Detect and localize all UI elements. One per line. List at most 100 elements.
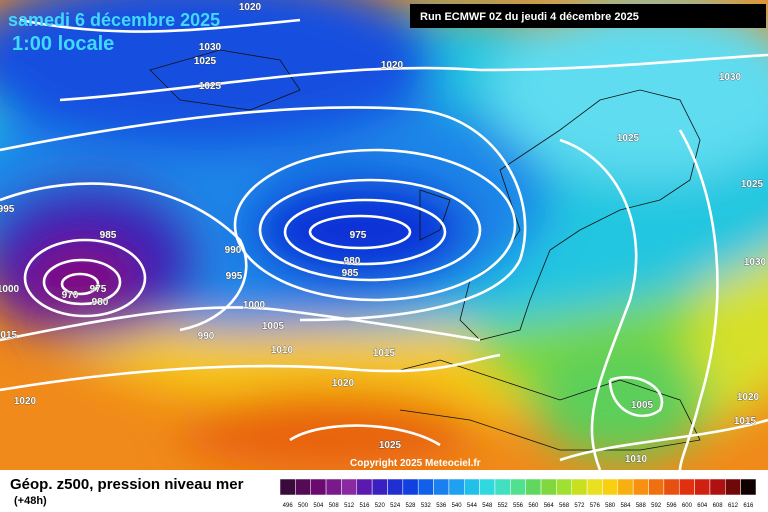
isobar-label: 1010 <box>625 454 648 465</box>
scale-cell <box>648 478 665 496</box>
scale-label: 608 <box>713 503 724 509</box>
scale-label: 536 <box>436 503 447 509</box>
run-box <box>410 4 766 28</box>
scale-cell <box>494 478 511 496</box>
isobar-label: 1030 <box>719 72 742 83</box>
isobar-label: 985 <box>342 268 359 279</box>
scale-cell <box>602 478 619 496</box>
isobar-label: 985 <box>100 230 117 241</box>
scale-label: 532 <box>421 503 432 509</box>
scale-label: 528 <box>406 503 417 509</box>
isobar-label: 995 <box>226 271 243 282</box>
footer-lead: (+48h) <box>14 495 47 507</box>
isobar-label: 975 <box>90 284 107 295</box>
scale-cell <box>479 478 496 496</box>
scale-label: 548 <box>482 503 493 509</box>
scale-label: 560 <box>528 503 539 509</box>
scale-label: 552 <box>498 503 509 509</box>
scale-label: 540 <box>452 503 463 509</box>
copyright: Copyright 2025 Meteociel.fr <box>350 458 481 469</box>
scale-cell <box>556 478 572 496</box>
scale-label: 604 <box>697 503 708 509</box>
isobar-label: 980 <box>344 256 361 267</box>
scale-label: 572 <box>574 503 585 509</box>
isobar-label: 1025 <box>194 56 217 67</box>
scale-cell <box>709 478 726 496</box>
scale-cell <box>325 478 342 496</box>
scale-label: 512 <box>344 503 355 509</box>
isobar-label: 1020 <box>332 378 355 389</box>
isobar-label: 1025 <box>741 179 764 190</box>
scale-label: 580 <box>605 503 616 509</box>
isobar-label: 1000 <box>243 300 266 311</box>
scale-label: 516 <box>359 503 370 509</box>
scale-label: 600 <box>682 503 693 509</box>
isobar-label: 1015 <box>734 416 757 427</box>
isobar-label: 1015 <box>0 330 18 341</box>
scale-cell <box>586 478 603 496</box>
isobar-label: 1020 <box>239 2 262 13</box>
isobar-label: 995 <box>0 204 15 215</box>
scale-label: 520 <box>375 503 386 509</box>
scale-cell <box>310 478 327 496</box>
scale-cell <box>402 478 419 496</box>
valid-time: 1:00 locale <box>12 33 114 55</box>
isobars <box>0 18 768 470</box>
isobar-label: 990 <box>225 245 242 256</box>
isobar-label: 980 <box>92 297 109 308</box>
scale-cell <box>433 478 450 496</box>
isobar-label: 1025 <box>617 133 640 144</box>
scale-cell <box>295 478 311 496</box>
scale-label: 544 <box>467 503 478 509</box>
scale-cell <box>571 478 588 496</box>
isobar-label: 1005 <box>631 400 654 411</box>
isobar-label: 1005 <box>262 321 285 332</box>
scale-cell <box>356 478 373 496</box>
scale-label: 588 <box>636 503 647 509</box>
color-scale: 496 500 504 508 512 516 520 524 528 532 536 540 544 5… <box>279 478 757 509</box>
scale-cell <box>632 478 649 496</box>
valid-date: samedi 6 décembre 2025 <box>8 10 220 30</box>
scale-cell <box>387 478 404 496</box>
footer-title: Géop. z500, pression niveau mer <box>10 476 244 493</box>
scale-label: 612 <box>728 503 739 509</box>
scale-label: 556 <box>513 503 524 509</box>
isobar-label: 970 <box>62 290 79 301</box>
scale-label: 584 <box>620 503 631 509</box>
isobar-label: 1025 <box>199 81 222 92</box>
scale-label: 508 <box>329 503 340 509</box>
isobar-label: 1025 <box>379 440 402 451</box>
scale-label: 500 <box>298 503 309 509</box>
scale-label: 496 <box>283 503 294 509</box>
scale-label: 504 <box>313 503 324 509</box>
scale-label: 576 <box>590 503 601 509</box>
scale-label: 568 <box>559 503 570 509</box>
isobar-label: 1030 <box>744 257 767 268</box>
isobar-label: 1015 <box>373 348 396 359</box>
scale-cell <box>279 478 296 496</box>
scale-label: 596 <box>667 503 678 509</box>
scale-cell <box>678 478 695 496</box>
scale-label: 616 <box>743 503 754 509</box>
scale-cell <box>725 478 741 496</box>
scale-cell <box>663 478 680 496</box>
scale-label: 592 <box>651 503 662 509</box>
scale-cell <box>740 478 757 496</box>
isobar-label: 990 <box>198 331 215 342</box>
scale-label: 524 <box>390 503 401 509</box>
isobar-label: 1020 <box>381 60 404 71</box>
scale-cell <box>540 478 557 496</box>
scale-cell <box>371 478 388 496</box>
scale-cell <box>341 478 358 496</box>
isobar-label: 1020 <box>737 392 760 403</box>
field: 1020 1030 1025 1025 1020 1030 1025 1025 995 985 99… <box>0 0 768 470</box>
coastlines <box>149 49 701 451</box>
scale-cell <box>525 478 542 496</box>
scale-cell <box>464 478 480 496</box>
scale-label: 564 <box>544 503 555 509</box>
isobar-label: 1020 <box>14 396 37 407</box>
isobar-label: 1000 <box>0 284 20 295</box>
isobar-label: 1030 <box>199 42 222 53</box>
scale-cell <box>510 478 526 496</box>
run-info: Run ECMWF 0Z du jeudi 4 décembre 2025 <box>420 11 639 23</box>
